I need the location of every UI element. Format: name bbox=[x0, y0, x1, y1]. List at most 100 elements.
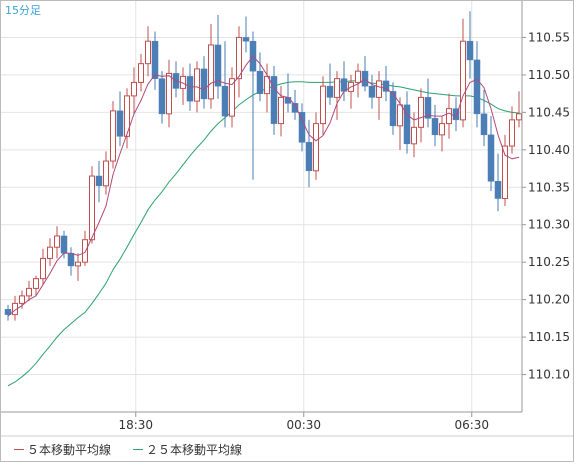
candle-down bbox=[466, 11, 474, 79]
candle-body bbox=[236, 36, 242, 80]
candle-body bbox=[256, 70, 264, 94]
candle-down bbox=[256, 52, 264, 102]
candle-body bbox=[368, 85, 376, 98]
candle-body bbox=[242, 37, 250, 42]
candle-down bbox=[270, 65, 278, 135]
candle-down bbox=[431, 104, 439, 147]
candle-up bbox=[131, 67, 137, 114]
candle-body bbox=[431, 118, 439, 136]
candle-down bbox=[116, 91, 124, 147]
candle-up bbox=[82, 230, 88, 266]
candle-up bbox=[502, 134, 508, 206]
legend: ５本移動平均線 ２５本移動平均線 bbox=[14, 440, 242, 458]
candle-body bbox=[110, 110, 116, 162]
candle-down bbox=[403, 91, 411, 154]
candle-up bbox=[103, 151, 109, 195]
candle-body bbox=[298, 112, 306, 143]
candle-body bbox=[116, 110, 124, 137]
candle-body bbox=[509, 119, 515, 147]
candle-down bbox=[424, 78, 432, 128]
candle-body bbox=[411, 126, 417, 145]
candle-body bbox=[89, 175, 95, 241]
candle-body bbox=[221, 85, 229, 117]
candle-body bbox=[376, 80, 382, 98]
legend-item-ma25: ２５本移動平均線 bbox=[133, 441, 242, 458]
candle-body bbox=[229, 78, 235, 117]
candle-body bbox=[19, 295, 25, 304]
candle-body bbox=[320, 85, 326, 125]
candle-up bbox=[446, 93, 452, 139]
candle-body bbox=[194, 68, 200, 102]
candle-body bbox=[502, 145, 508, 200]
candle-up bbox=[75, 253, 81, 281]
candle-body bbox=[355, 70, 361, 83]
candle-body bbox=[40, 257, 46, 280]
candle-down bbox=[242, 16, 250, 53]
candle-up bbox=[376, 71, 382, 120]
candle-up bbox=[33, 275, 39, 296]
y-tick-label: 110.20 bbox=[528, 293, 570, 307]
candle-body bbox=[82, 239, 88, 263]
candle-up bbox=[236, 26, 242, 98]
candle-down bbox=[326, 63, 334, 105]
candle-up bbox=[40, 248, 46, 285]
candle-body bbox=[103, 160, 109, 187]
candle-body bbox=[480, 113, 488, 136]
candle-down bbox=[494, 153, 502, 212]
candle-body bbox=[382, 80, 390, 92]
candle-up bbox=[320, 76, 326, 135]
candle-body bbox=[326, 85, 334, 98]
candle-body bbox=[291, 103, 299, 113]
period-label: 15分足 bbox=[5, 4, 41, 17]
candle-body bbox=[516, 113, 522, 121]
candle-body bbox=[264, 75, 270, 95]
legend-label-ma5: ５本移動平均線 bbox=[27, 442, 112, 457]
candle-up bbox=[264, 63, 270, 113]
candle-body bbox=[214, 44, 222, 87]
candle-body bbox=[200, 68, 208, 100]
y-tick-label: 110.55 bbox=[528, 30, 570, 44]
candle-body bbox=[67, 252, 75, 267]
candle-body bbox=[403, 104, 411, 145]
legend-item-ma5: ５本移動平均線 bbox=[14, 441, 111, 458]
candle-body bbox=[124, 95, 130, 137]
candle-body bbox=[487, 134, 495, 182]
candle-body bbox=[313, 123, 319, 172]
grid-layer bbox=[0, 0, 526, 417]
legend-swatch-ma5 bbox=[14, 448, 24, 450]
candle-up bbox=[397, 97, 403, 150]
candle-down bbox=[487, 116, 495, 192]
candle-up bbox=[278, 86, 284, 137]
candle-up bbox=[313, 112, 319, 180]
candle-body bbox=[305, 142, 313, 172]
candle-body bbox=[460, 40, 466, 121]
candle-body bbox=[95, 175, 103, 187]
candle-body bbox=[361, 70, 369, 87]
candle-body bbox=[494, 181, 502, 199]
candle-up bbox=[89, 166, 95, 244]
candle-body bbox=[54, 235, 60, 248]
legend-swatch-ma25 bbox=[133, 448, 144, 450]
candle-body bbox=[60, 235, 68, 254]
y-tick-label: 110.10 bbox=[528, 368, 570, 382]
y-tick-label: 110.15 bbox=[528, 330, 570, 344]
candle-up bbox=[110, 101, 116, 169]
candle-down bbox=[4, 304, 12, 321]
candle-up bbox=[208, 23, 214, 109]
candle-down bbox=[382, 65, 390, 102]
candle-body bbox=[473, 59, 481, 115]
candle-body bbox=[131, 81, 137, 97]
candle-up bbox=[355, 63, 361, 98]
candle-body bbox=[439, 123, 445, 136]
candle-up bbox=[509, 106, 515, 154]
y-tick-label: 110.45 bbox=[528, 105, 570, 119]
y-tick-label: 110.50 bbox=[528, 68, 570, 82]
candle-body bbox=[466, 40, 474, 61]
y-tick-label: 110.25 bbox=[528, 255, 570, 269]
ma25-polyline bbox=[7, 80, 520, 387]
candle-body bbox=[145, 40, 151, 65]
candle-down bbox=[158, 71, 166, 124]
candle-body bbox=[397, 104, 403, 127]
